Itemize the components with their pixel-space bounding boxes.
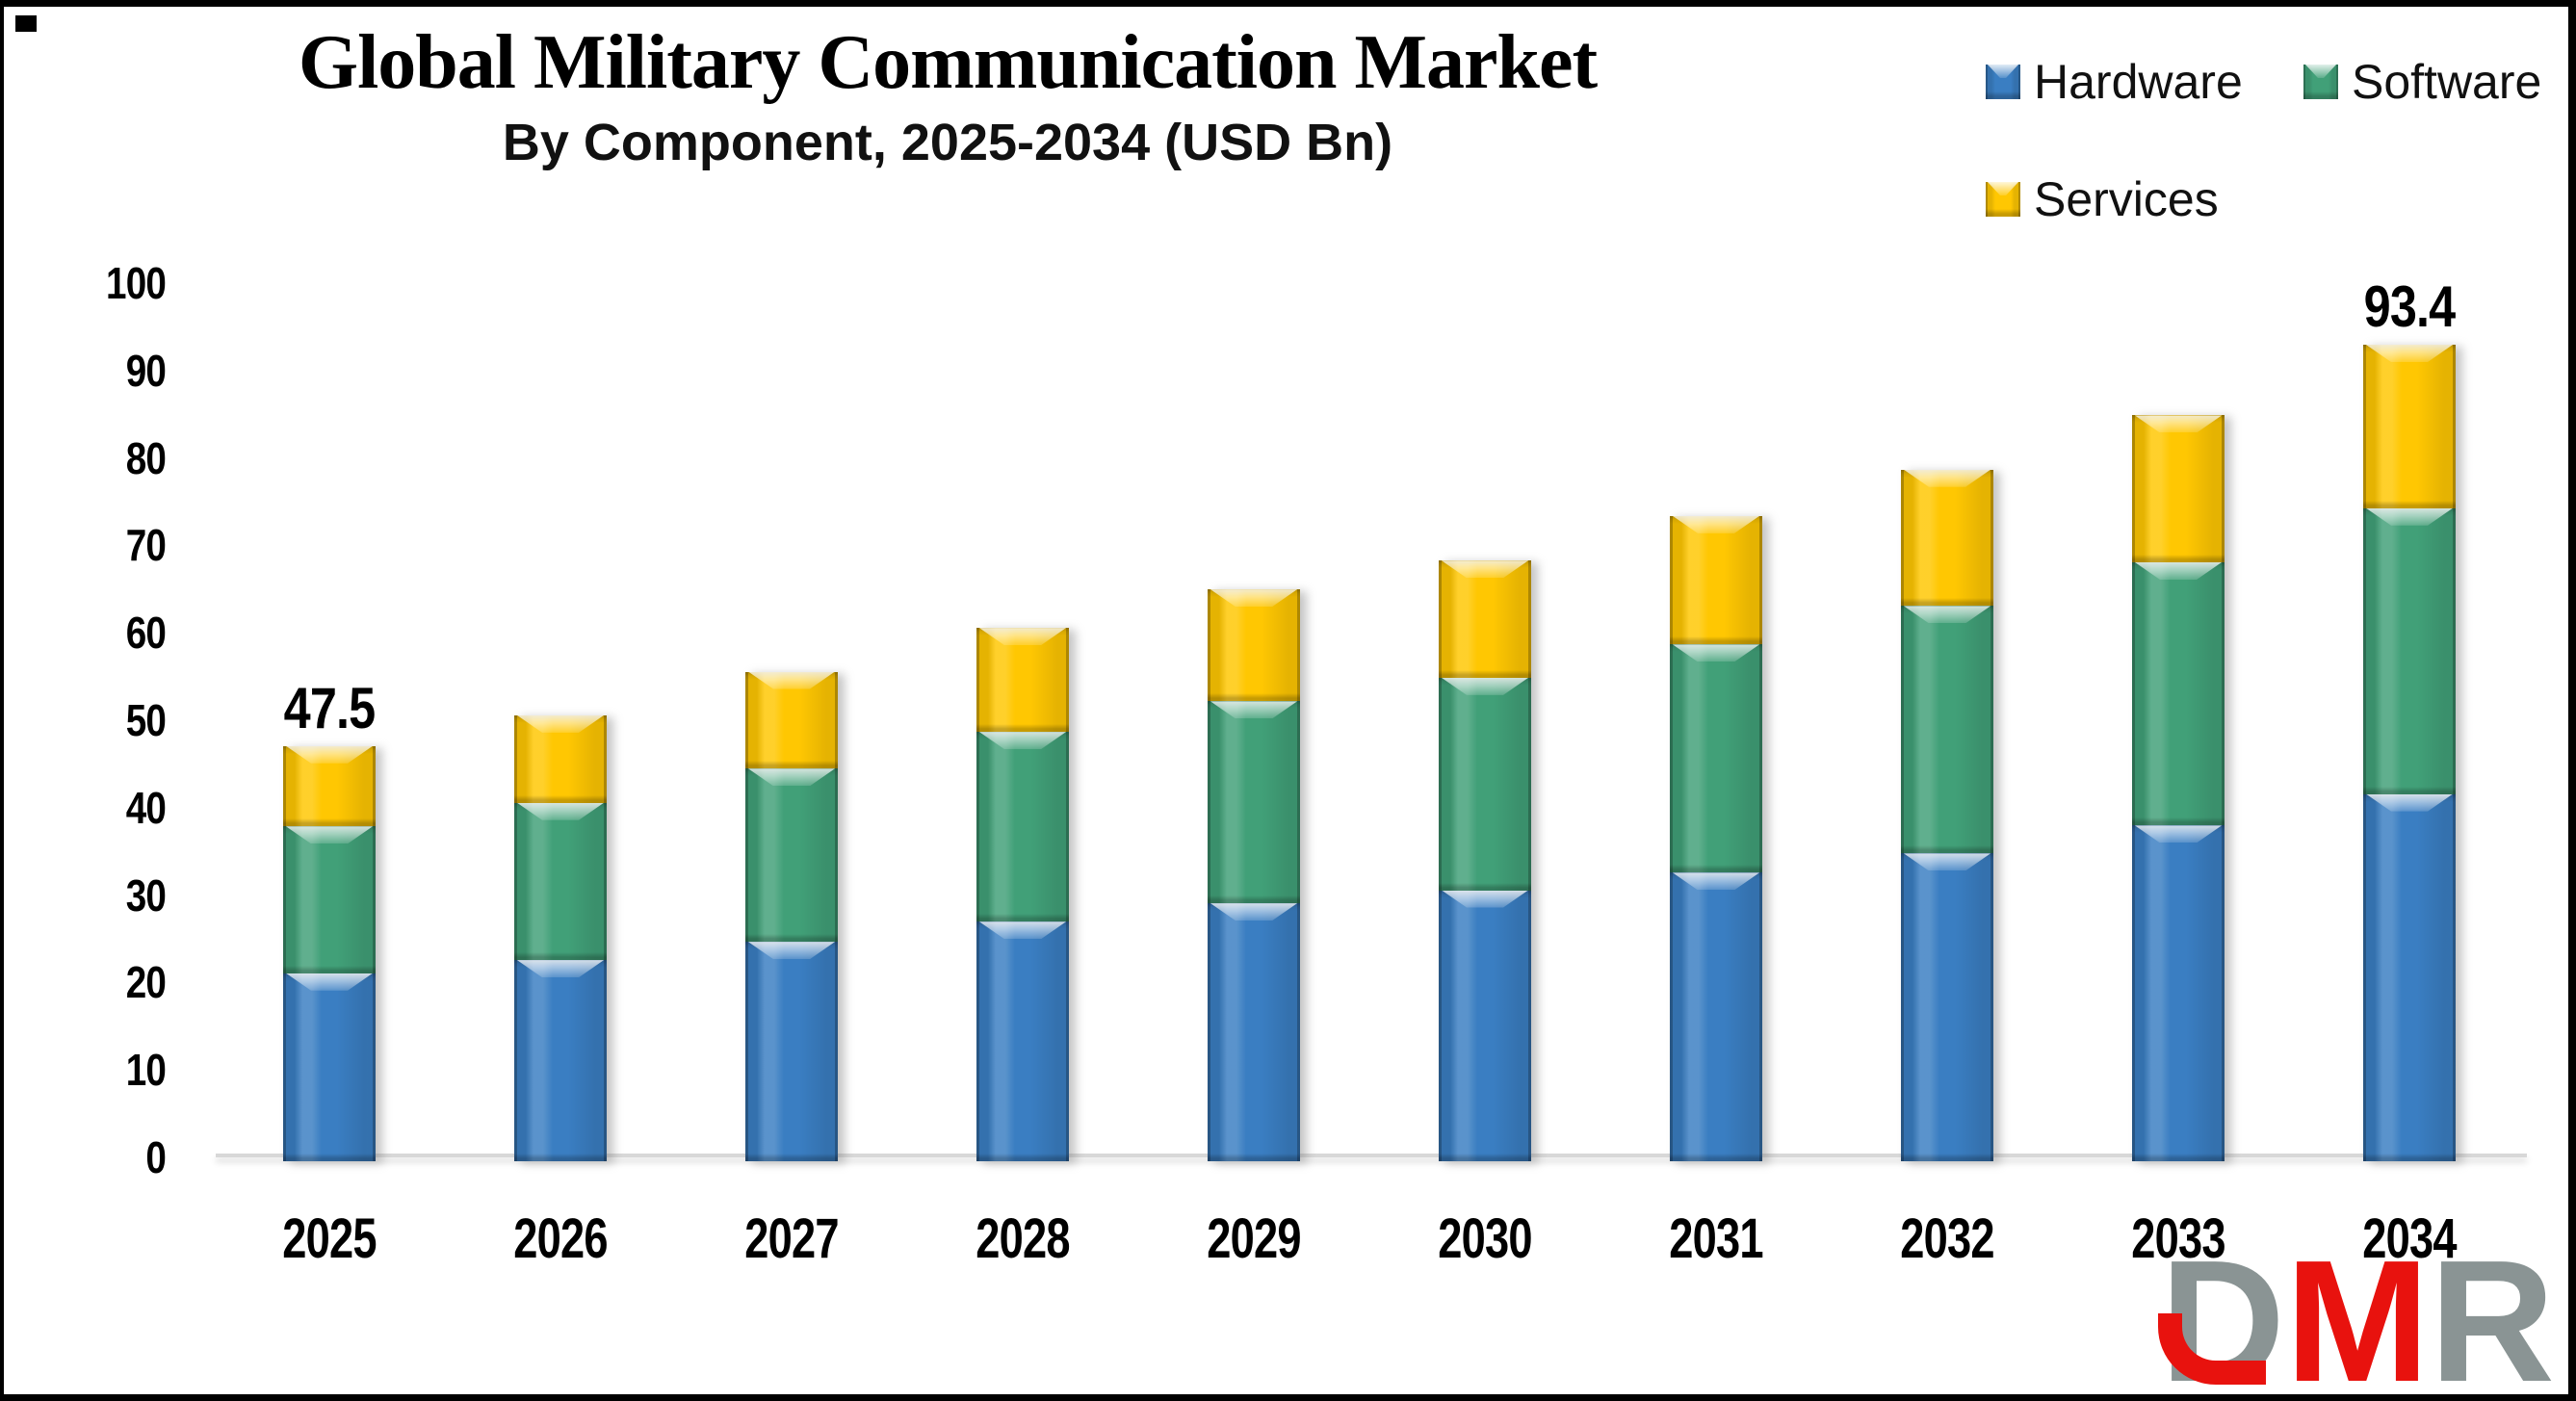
y-tick-label-100: 100 xyxy=(106,258,167,308)
bar-2028 xyxy=(976,624,1069,1161)
bar-segment-services-2030 xyxy=(1439,560,1531,678)
chart-header: Global Military Communication Market By … xyxy=(196,16,1699,172)
bar-2030 xyxy=(1439,557,1531,1161)
total-label-2025: 47.5 xyxy=(283,675,377,740)
bar-2026 xyxy=(514,712,607,1161)
bar-segment-services-2029 xyxy=(1208,589,1300,702)
y-tick-label-50: 50 xyxy=(125,695,167,745)
x-axis-label-2031: 2031 xyxy=(1669,1207,1763,1270)
y-tick-label-20: 20 xyxy=(125,957,167,1008)
bar-2031 xyxy=(1670,512,1762,1161)
x-axis-label-2032: 2032 xyxy=(1900,1207,1994,1270)
x-axis-label-2027: 2027 xyxy=(744,1207,839,1270)
chart-title: Global Military Communication Market xyxy=(298,20,1598,105)
y-tick-label-70: 70 xyxy=(125,520,167,571)
y-tick-label-10: 10 xyxy=(125,1045,167,1096)
bar-segment-services-2033 xyxy=(2132,415,2225,563)
y-tick-label-0: 0 xyxy=(145,1132,166,1182)
bar-segment-software-2031 xyxy=(1670,644,1762,873)
x-axis-label-2028: 2028 xyxy=(976,1207,1070,1270)
bar-2025 xyxy=(283,742,376,1161)
bar-segment-services-2027 xyxy=(745,671,838,769)
y-tick-label-40: 40 xyxy=(125,782,167,833)
legend-item-services: Services xyxy=(1986,170,2219,228)
bar-segment-services-2032 xyxy=(1901,469,1993,607)
plot-area: 0 10 20 30 40 50 60 70 80 90 100 2025 2026 2027 2028 20… xyxy=(4,7,2568,1394)
bar-segment-hardware-2031 xyxy=(1670,872,1762,1161)
y-tick-label-80: 80 xyxy=(125,432,167,483)
legend-swatch-software xyxy=(2303,65,2338,99)
x-axis-label-2026: 2026 xyxy=(513,1207,608,1270)
bar-segment-software-2025 xyxy=(283,826,376,973)
y-tick-label-30: 30 xyxy=(125,869,167,921)
x-axis-label-2033: 2033 xyxy=(2131,1207,2225,1270)
bar-segment-hardware-2025 xyxy=(283,973,376,1161)
bar-segment-hardware-2028 xyxy=(976,921,1069,1161)
bar-segment-hardware-2032 xyxy=(1901,853,1993,1161)
bar-segment-software-2029 xyxy=(1208,701,1300,904)
total-label-2034: 93.4 xyxy=(2363,273,2457,339)
bar-segment-services-2031 xyxy=(1670,515,1762,645)
y-tick-label-90: 90 xyxy=(125,345,167,396)
logo-letter-m: M xyxy=(2285,1225,2430,1401)
x-axis-label-2029: 2029 xyxy=(1207,1207,1301,1270)
logo-letter-r: R xyxy=(2430,1225,2555,1401)
x-axis-label-2034: 2034 xyxy=(2362,1207,2457,1270)
bar-segment-software-2027 xyxy=(745,768,838,943)
bar-2027 xyxy=(745,668,838,1161)
bar-segment-services-2026 xyxy=(514,714,607,803)
corner-mark xyxy=(15,15,37,32)
legend-label-hardware: Hardware xyxy=(2034,55,2243,109)
x-axis-label-2025: 2025 xyxy=(282,1207,377,1270)
bar-segment-software-2030 xyxy=(1439,677,1531,891)
bar-segment-software-2034 xyxy=(2363,507,2456,794)
bar-segment-hardware-2027 xyxy=(745,942,838,1161)
bar-2032 xyxy=(1901,466,1993,1161)
bar-segment-software-2028 xyxy=(976,732,1069,922)
bar-segment-services-2025 xyxy=(283,745,376,827)
bar-2033 xyxy=(2132,411,2225,1161)
legend: Hardware Software Services xyxy=(4,7,2568,238)
bar-segment-software-2026 xyxy=(514,802,607,961)
bar-segment-hardware-2026 xyxy=(514,960,607,1161)
bar-segment-services-2034 xyxy=(2363,344,2456,508)
bar-segment-hardware-2034 xyxy=(2363,793,2456,1161)
bar-2034 xyxy=(2363,341,2456,1161)
bar-2029 xyxy=(1208,585,1300,1161)
bar-segment-hardware-2029 xyxy=(1208,903,1300,1161)
legend-label-software: Software xyxy=(2352,55,2542,109)
legend-label-services: Services xyxy=(2034,172,2219,226)
bar-segment-hardware-2030 xyxy=(1439,890,1531,1161)
x-axis-label-2030: 2030 xyxy=(1438,1207,1532,1270)
bar-segment-hardware-2033 xyxy=(2132,825,2225,1161)
bar-segment-software-2032 xyxy=(1901,606,1993,854)
x-axis-line xyxy=(216,1154,2527,1157)
bar-segment-services-2028 xyxy=(976,628,1069,733)
legend-swatch-hardware xyxy=(1986,65,2020,99)
legend-item-software: Software xyxy=(2303,53,2541,111)
legend-swatch-services xyxy=(1986,182,2020,217)
y-tick-label-60: 60 xyxy=(125,608,167,659)
chart-subtitle: By Component, 2025-2034 (USD Bn) xyxy=(502,114,1393,171)
legend-item-hardware: Hardware xyxy=(1986,53,2243,111)
bar-segment-software-2033 xyxy=(2132,562,2225,826)
